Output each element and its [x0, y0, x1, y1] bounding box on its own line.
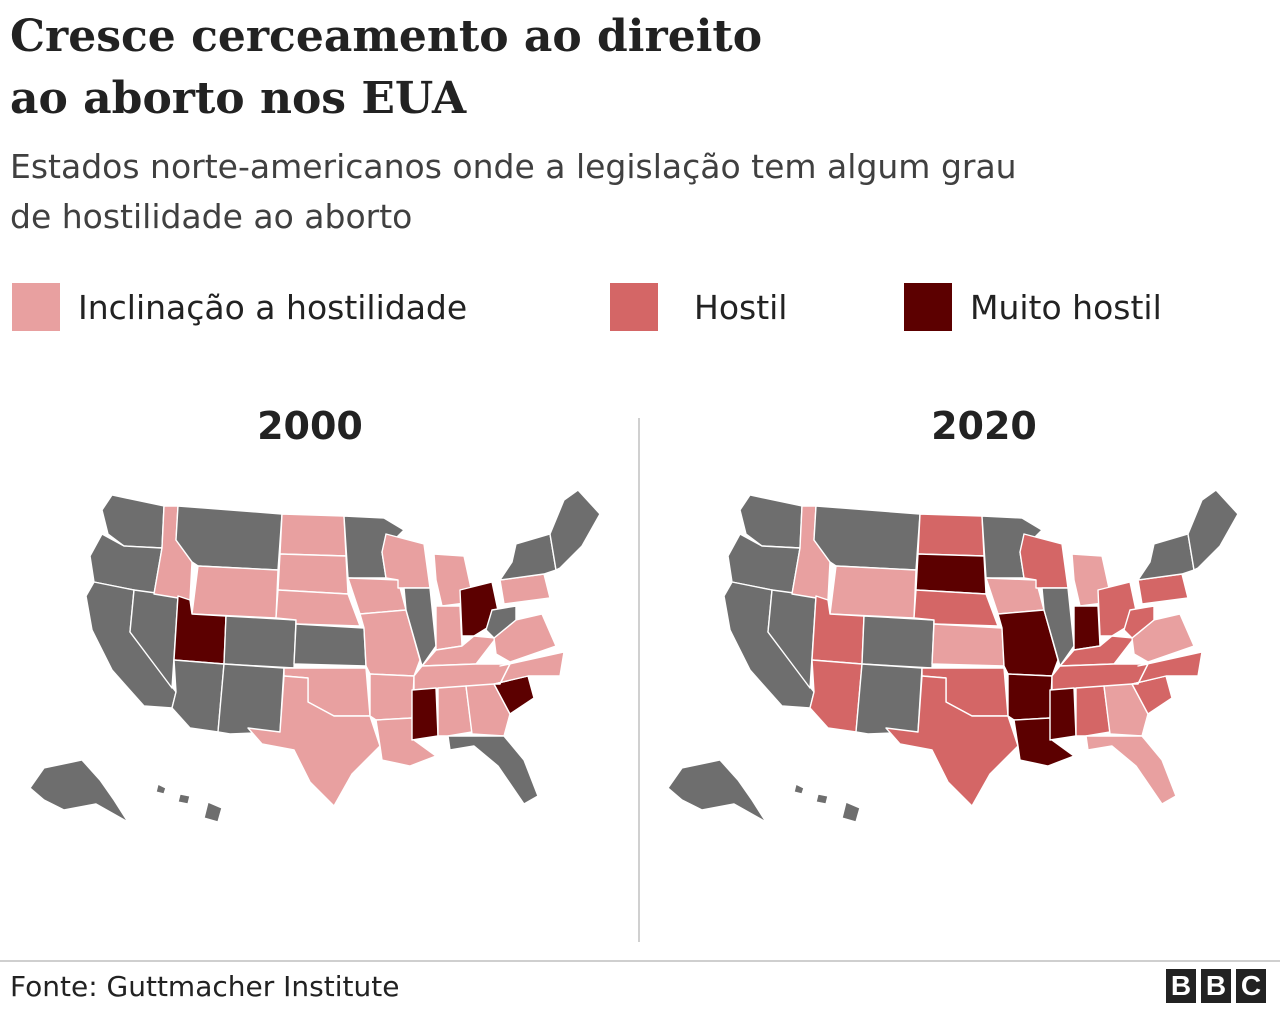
state-nm — [855, 663, 923, 735]
state-ms — [1049, 687, 1077, 741]
state-mt — [175, 505, 283, 571]
legend-swatch-inclinacao — [12, 283, 60, 331]
legend-item-hostil: Hostil — [610, 283, 787, 331]
state-co — [223, 615, 297, 669]
state-wi — [1019, 533, 1069, 589]
legend-item-muito-hostil: Muito hostil — [904, 283, 1162, 331]
state-wy — [191, 565, 279, 619]
state-ks — [931, 623, 1005, 667]
state-ak — [29, 759, 129, 823]
state-wv — [485, 605, 517, 639]
state-hi — [793, 783, 861, 823]
bbc-logo-b1: B — [1166, 969, 1196, 1003]
us-map-2020 — [667, 489, 1239, 823]
state-ne-states — [1187, 489, 1239, 571]
state-ga — [1103, 683, 1149, 737]
legend-label-hostil: Hostil — [694, 287, 788, 327]
state-ak — [667, 759, 767, 823]
state-nc — [1131, 651, 1203, 685]
state-wv — [1123, 605, 1155, 639]
state-ny — [499, 533, 557, 581]
us-map-2000 — [29, 489, 601, 823]
state-nd — [917, 513, 985, 557]
state-co — [861, 615, 935, 669]
page-title: Cresce cerceamento ao direito ao aborto … — [10, 6, 1010, 130]
state-nm — [217, 663, 285, 735]
bbc-logo-b2: B — [1201, 969, 1231, 1003]
state-il — [403, 587, 437, 667]
state-ar — [1007, 673, 1053, 721]
state-sd — [277, 553, 349, 595]
footer-rule — [0, 960, 1280, 962]
state-ga — [465, 683, 511, 737]
state-al — [1075, 685, 1111, 737]
state-nd — [279, 513, 347, 557]
source-note: Fonte: Guttmacher Institute — [10, 970, 400, 1003]
state-in — [1073, 605, 1101, 651]
subtitle-line-1: Estados norte-americanos onde a legislaç… — [10, 147, 1017, 186]
legend-label-inclinacao: Inclinação a hostilidade — [78, 287, 468, 327]
state-fl — [1085, 735, 1177, 805]
legend-item-inclinacao: Inclinação a hostilidade — [12, 283, 467, 331]
state-il — [1041, 587, 1075, 667]
state-hi — [155, 783, 223, 823]
state-az — [809, 659, 863, 733]
state-mt — [813, 505, 921, 571]
state-in — [435, 605, 463, 651]
state-ks — [293, 623, 367, 667]
state-az — [171, 659, 225, 733]
state-nc — [493, 651, 565, 685]
state-fl — [447, 735, 539, 805]
state-tx — [885, 675, 1019, 807]
title-line-1: Cresce cerceamento ao direito — [10, 11, 763, 62]
map-year-2000: 2000 — [257, 404, 363, 448]
legend-swatch-muito-hostil — [904, 283, 952, 331]
legend-label-muito-hostil: Muito hostil — [970, 287, 1162, 327]
title-line-2: ao aborto nos EUA — [10, 73, 467, 124]
state-ms — [411, 687, 439, 741]
map-year-2020: 2020 — [931, 404, 1037, 448]
state-ny — [1137, 533, 1195, 581]
state-sd — [915, 553, 987, 595]
legend-swatch-hostil — [610, 283, 658, 331]
state-ne-states — [549, 489, 601, 571]
page-subtitle: Estados norte-americanos onde a legislaç… — [10, 142, 1270, 242]
subtitle-line-2: de hostilidade ao aborto — [10, 197, 413, 236]
divider — [638, 418, 640, 942]
bbc-logo-c: C — [1236, 969, 1266, 1003]
state-wi — [381, 533, 431, 589]
state-al — [437, 685, 473, 737]
state-ar — [369, 673, 415, 721]
state-tx — [247, 675, 381, 807]
state-wy — [829, 565, 917, 619]
